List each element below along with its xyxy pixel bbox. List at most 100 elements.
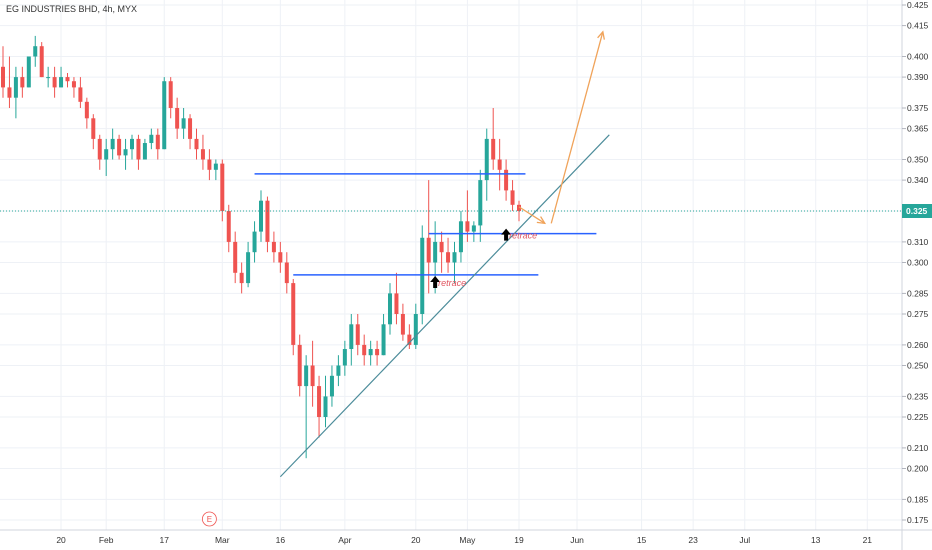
candle-body — [149, 134, 154, 144]
y-tick-label: 0.200 — [907, 464, 929, 474]
projection-arrow-down-head — [536, 216, 547, 225]
candle-body — [381, 324, 386, 356]
retrace-2-label: retrace — [509, 231, 537, 241]
candle-body — [271, 241, 276, 253]
x-tick-label: 16 — [276, 535, 286, 545]
candle-body — [97, 138, 102, 160]
candle-body — [91, 118, 96, 139]
candle-body — [458, 221, 463, 253]
candle-body — [484, 138, 489, 181]
candle-body — [142, 143, 147, 160]
candle-body — [252, 231, 257, 253]
candle-body — [497, 159, 502, 170]
candle-body — [329, 375, 334, 397]
x-tick-label: May — [459, 535, 476, 545]
candle-body — [26, 56, 31, 88]
candle-body — [407, 334, 412, 345]
candle-body — [226, 211, 231, 242]
candle-body — [291, 283, 296, 345]
time-axis[interactable]: 20 Feb 17 Mar 16 Apr 20 May 19 Jun 15 23 Jul 13 21 E — [56, 511, 873, 545]
x-tick-label: 19 — [514, 535, 524, 545]
projection-arrow-down — [518, 206, 546, 224]
candle-body — [233, 241, 238, 273]
candle-body — [104, 149, 109, 160]
candle-body — [33, 46, 38, 57]
y-tick-label: 0.390 — [907, 72, 929, 82]
candle-body — [168, 81, 173, 108]
projection-arrow-up — [550, 31, 604, 224]
candle-body — [181, 118, 186, 129]
x-tick-label: Feb — [99, 535, 114, 545]
trendline — [279, 134, 610, 478]
candle-body — [155, 134, 160, 150]
candle-body — [123, 149, 128, 156]
candle-body — [46, 77, 51, 79]
candle-body — [517, 204, 521, 211]
candle-body — [355, 324, 360, 345]
y-tick-label: 0.285 — [907, 288, 929, 298]
candle-body — [259, 200, 263, 232]
earnings-marker-label: E — [207, 515, 212, 524]
x-tick-label: 13 — [811, 535, 821, 545]
candle-body — [446, 252, 451, 263]
candle-body — [394, 293, 399, 314]
y-tick-label: 0.310 — [907, 237, 929, 247]
candles — [1, 35, 521, 459]
last-price-badge — [902, 204, 932, 218]
grid — [0, 0, 902, 530]
y-tick-label: 0.175 — [907, 515, 929, 525]
candle-body — [20, 77, 25, 88]
candle-body — [439, 241, 444, 253]
candle-body — [220, 163, 225, 211]
y-tick-label: 0.185 — [907, 494, 929, 504]
candle-body — [52, 77, 57, 88]
x-tick-label: 23 — [688, 535, 698, 545]
candle-body — [130, 138, 134, 150]
candle-body — [7, 87, 12, 98]
candle-body — [368, 349, 373, 356]
candle-body — [349, 324, 354, 350]
candle-body — [200, 149, 205, 160]
candle-body — [452, 252, 457, 263]
y-tick-label: 0.350 — [907, 155, 929, 165]
candle-body — [265, 200, 270, 242]
candle-body — [65, 77, 70, 82]
candle-body — [136, 138, 141, 160]
candle-body — [388, 293, 392, 325]
x-tick-label: Jul — [739, 535, 750, 545]
candle-body — [213, 163, 218, 170]
candle-body — [297, 344, 302, 387]
earnings-marker-icon — [201, 511, 217, 527]
y-tick-label: 0.425 — [907, 0, 929, 10]
candle-body — [504, 169, 509, 191]
candle-body — [162, 81, 167, 150]
price-axis[interactable]: 0.425 0.415 0.400 0.390 0.375 0.365 0.350 0.340… — [902, 0, 932, 525]
x-tick-label: 15 — [637, 535, 647, 545]
candle-body — [304, 365, 309, 387]
last-price-label: 0.325 — [906, 206, 928, 216]
y-tick-label: 0.235 — [907, 391, 929, 401]
candle-body — [342, 349, 347, 366]
candle-body — [323, 396, 328, 417]
y-tick-label: 0.365 — [907, 124, 929, 134]
candle-body — [420, 237, 425, 314]
candle-body — [71, 81, 76, 88]
y-tick-label: 0.275 — [907, 309, 929, 319]
candle-body — [375, 349, 380, 356]
candle-body — [239, 272, 244, 284]
x-tick-label: 17 — [160, 535, 170, 545]
drawings: retrace retrace — [0, 30, 902, 478]
y-tick-label: 0.415 — [907, 21, 929, 31]
symbol-title: EG INDUSTRIES BHD, 4h, MYX — [6, 4, 137, 14]
candle-body — [426, 237, 431, 263]
candle-body — [13, 77, 18, 98]
candle-body — [59, 77, 64, 88]
retrace-1-arrow-icon — [430, 276, 441, 289]
candle-body — [39, 46, 44, 78]
candle-body — [175, 108, 180, 129]
x-tick-label: 20 — [411, 535, 421, 545]
candle-body — [278, 252, 283, 263]
x-tick-label: 21 — [863, 535, 873, 545]
candle-body — [336, 365, 341, 376]
